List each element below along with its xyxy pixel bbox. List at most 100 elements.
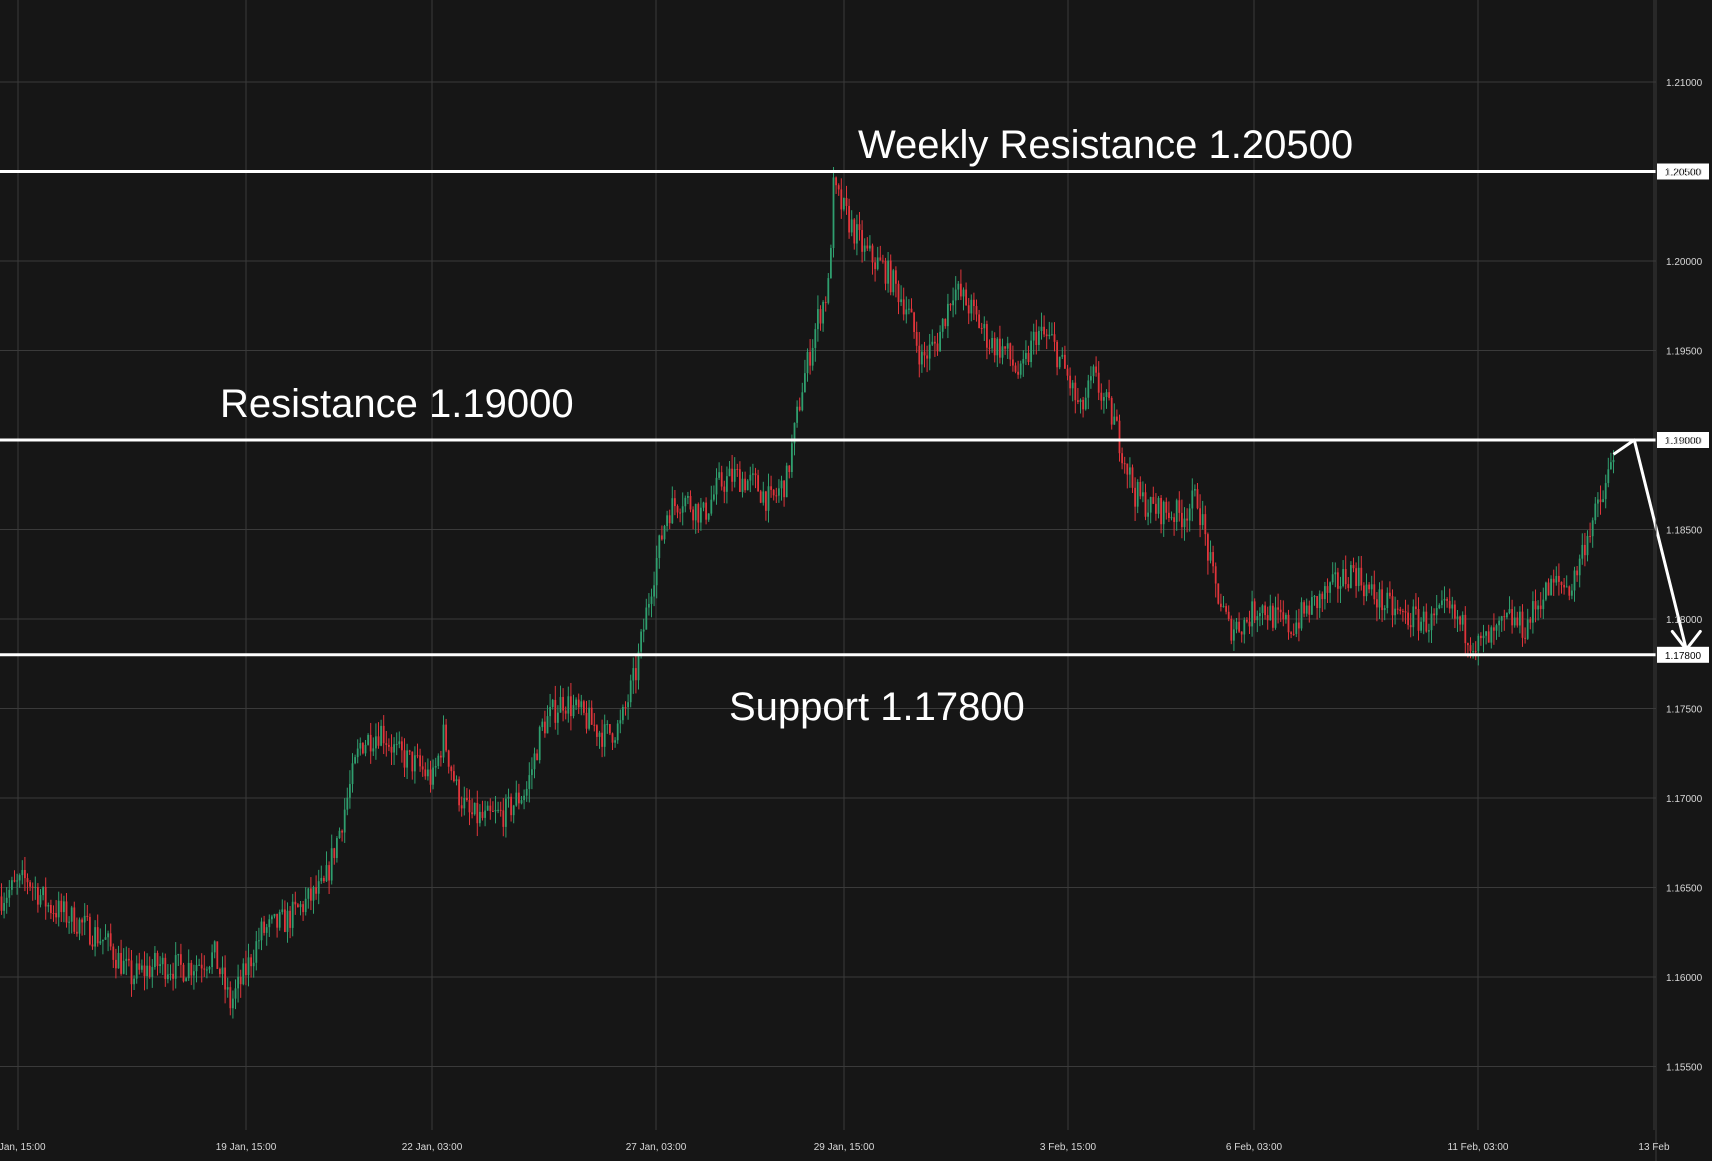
candle-body bbox=[169, 973, 172, 975]
candle-body bbox=[606, 724, 609, 726]
candle-body bbox=[702, 502, 705, 508]
candle-body bbox=[484, 810, 486, 818]
candle-body bbox=[1064, 354, 1066, 369]
candle-body bbox=[255, 941, 258, 963]
candle-body bbox=[1110, 397, 1113, 425]
candle-body bbox=[1053, 334, 1056, 342]
candle-body bbox=[577, 699, 580, 708]
candle-body bbox=[1162, 501, 1165, 525]
candle-body bbox=[598, 732, 601, 737]
candle-body bbox=[260, 921, 263, 941]
candle-body bbox=[624, 707, 627, 709]
candle-body bbox=[913, 312, 915, 332]
candle-body bbox=[1532, 601, 1534, 623]
candle-body bbox=[143, 965, 146, 977]
candle-body bbox=[603, 724, 606, 747]
candle-body bbox=[120, 952, 122, 974]
candle-body bbox=[1487, 631, 1490, 643]
candle-body bbox=[343, 809, 346, 833]
candle-body bbox=[817, 309, 819, 330]
candle-body bbox=[1173, 517, 1175, 522]
candle-body bbox=[1082, 399, 1084, 410]
time-tick-label: 13 Feb bbox=[1638, 1142, 1670, 1153]
candle-body bbox=[1121, 453, 1123, 464]
candle-body bbox=[1256, 616, 1259, 621]
candle-body bbox=[832, 177, 835, 249]
candle-body bbox=[107, 933, 109, 938]
candle-body bbox=[429, 769, 432, 785]
candle-body bbox=[1339, 586, 1342, 589]
candle-body bbox=[1061, 354, 1064, 357]
candle-body bbox=[546, 716, 549, 734]
candle-body bbox=[76, 931, 78, 934]
candle-body bbox=[1212, 552, 1214, 567]
candle-body bbox=[1287, 614, 1290, 633]
candle-body bbox=[1178, 500, 1181, 513]
candle-body bbox=[1594, 503, 1597, 521]
candle-body bbox=[1373, 584, 1376, 600]
candle-body bbox=[921, 351, 923, 365]
candle-body bbox=[104, 937, 107, 940]
candle-body bbox=[268, 919, 271, 928]
candle-body bbox=[1129, 467, 1131, 475]
candle-body bbox=[1344, 569, 1347, 585]
candle-body bbox=[562, 696, 564, 711]
candle-body bbox=[211, 952, 213, 968]
candle-body bbox=[1490, 627, 1493, 643]
candle-body bbox=[323, 877, 325, 882]
candle-body bbox=[523, 795, 525, 801]
candle-body bbox=[50, 904, 52, 914]
candle-body bbox=[1222, 606, 1225, 608]
candle-body bbox=[1550, 578, 1552, 596]
candle-body bbox=[848, 205, 850, 233]
candle-body bbox=[1500, 616, 1503, 621]
candle-body bbox=[5, 897, 8, 903]
candle-body bbox=[528, 775, 531, 789]
candle-body bbox=[705, 502, 707, 520]
candle-body bbox=[356, 748, 359, 758]
candle-body bbox=[622, 707, 624, 721]
candle-body bbox=[1524, 637, 1526, 639]
candle-body bbox=[827, 278, 830, 303]
candle-body bbox=[1467, 643, 1469, 646]
candle-body bbox=[351, 763, 354, 785]
candle-body bbox=[837, 185, 840, 190]
time-tick-label: 4 Jan, 15:00 bbox=[0, 1142, 46, 1153]
candle-body bbox=[286, 910, 289, 932]
candle-body bbox=[767, 486, 770, 511]
candle-body bbox=[884, 261, 887, 284]
candle-body bbox=[645, 607, 648, 630]
candle-body bbox=[122, 960, 125, 974]
candle-body bbox=[1378, 589, 1381, 608]
candle-body bbox=[915, 331, 918, 346]
candle-body bbox=[1589, 535, 1591, 537]
candle-body bbox=[697, 504, 700, 523]
candle-body bbox=[845, 197, 848, 206]
candle-body bbox=[302, 904, 304, 913]
level-lines bbox=[0, 170, 1656, 657]
candle-body bbox=[273, 913, 276, 917]
candle-body bbox=[1331, 574, 1334, 583]
candle-body bbox=[887, 260, 889, 284]
candle-body bbox=[1032, 331, 1035, 341]
candle-body bbox=[629, 680, 632, 703]
candle-body bbox=[1030, 340, 1032, 363]
candle-body bbox=[375, 736, 377, 749]
candle-body bbox=[297, 904, 299, 908]
candle-body bbox=[81, 919, 83, 923]
candle-body bbox=[681, 506, 684, 513]
candle-body bbox=[271, 916, 273, 920]
candle-body bbox=[676, 506, 679, 513]
candle-body bbox=[128, 958, 130, 961]
candle-body bbox=[219, 968, 221, 975]
candle-body bbox=[1095, 366, 1097, 373]
candle-body bbox=[1545, 582, 1547, 600]
candle-body bbox=[970, 299, 973, 314]
candle-body bbox=[1022, 358, 1025, 364]
price-tick-label: 1.16000 bbox=[1666, 973, 1703, 984]
candle-body bbox=[1243, 619, 1246, 635]
candle-body bbox=[320, 877, 323, 882]
candle-body bbox=[437, 755, 440, 767]
candle-body bbox=[1168, 512, 1170, 518]
